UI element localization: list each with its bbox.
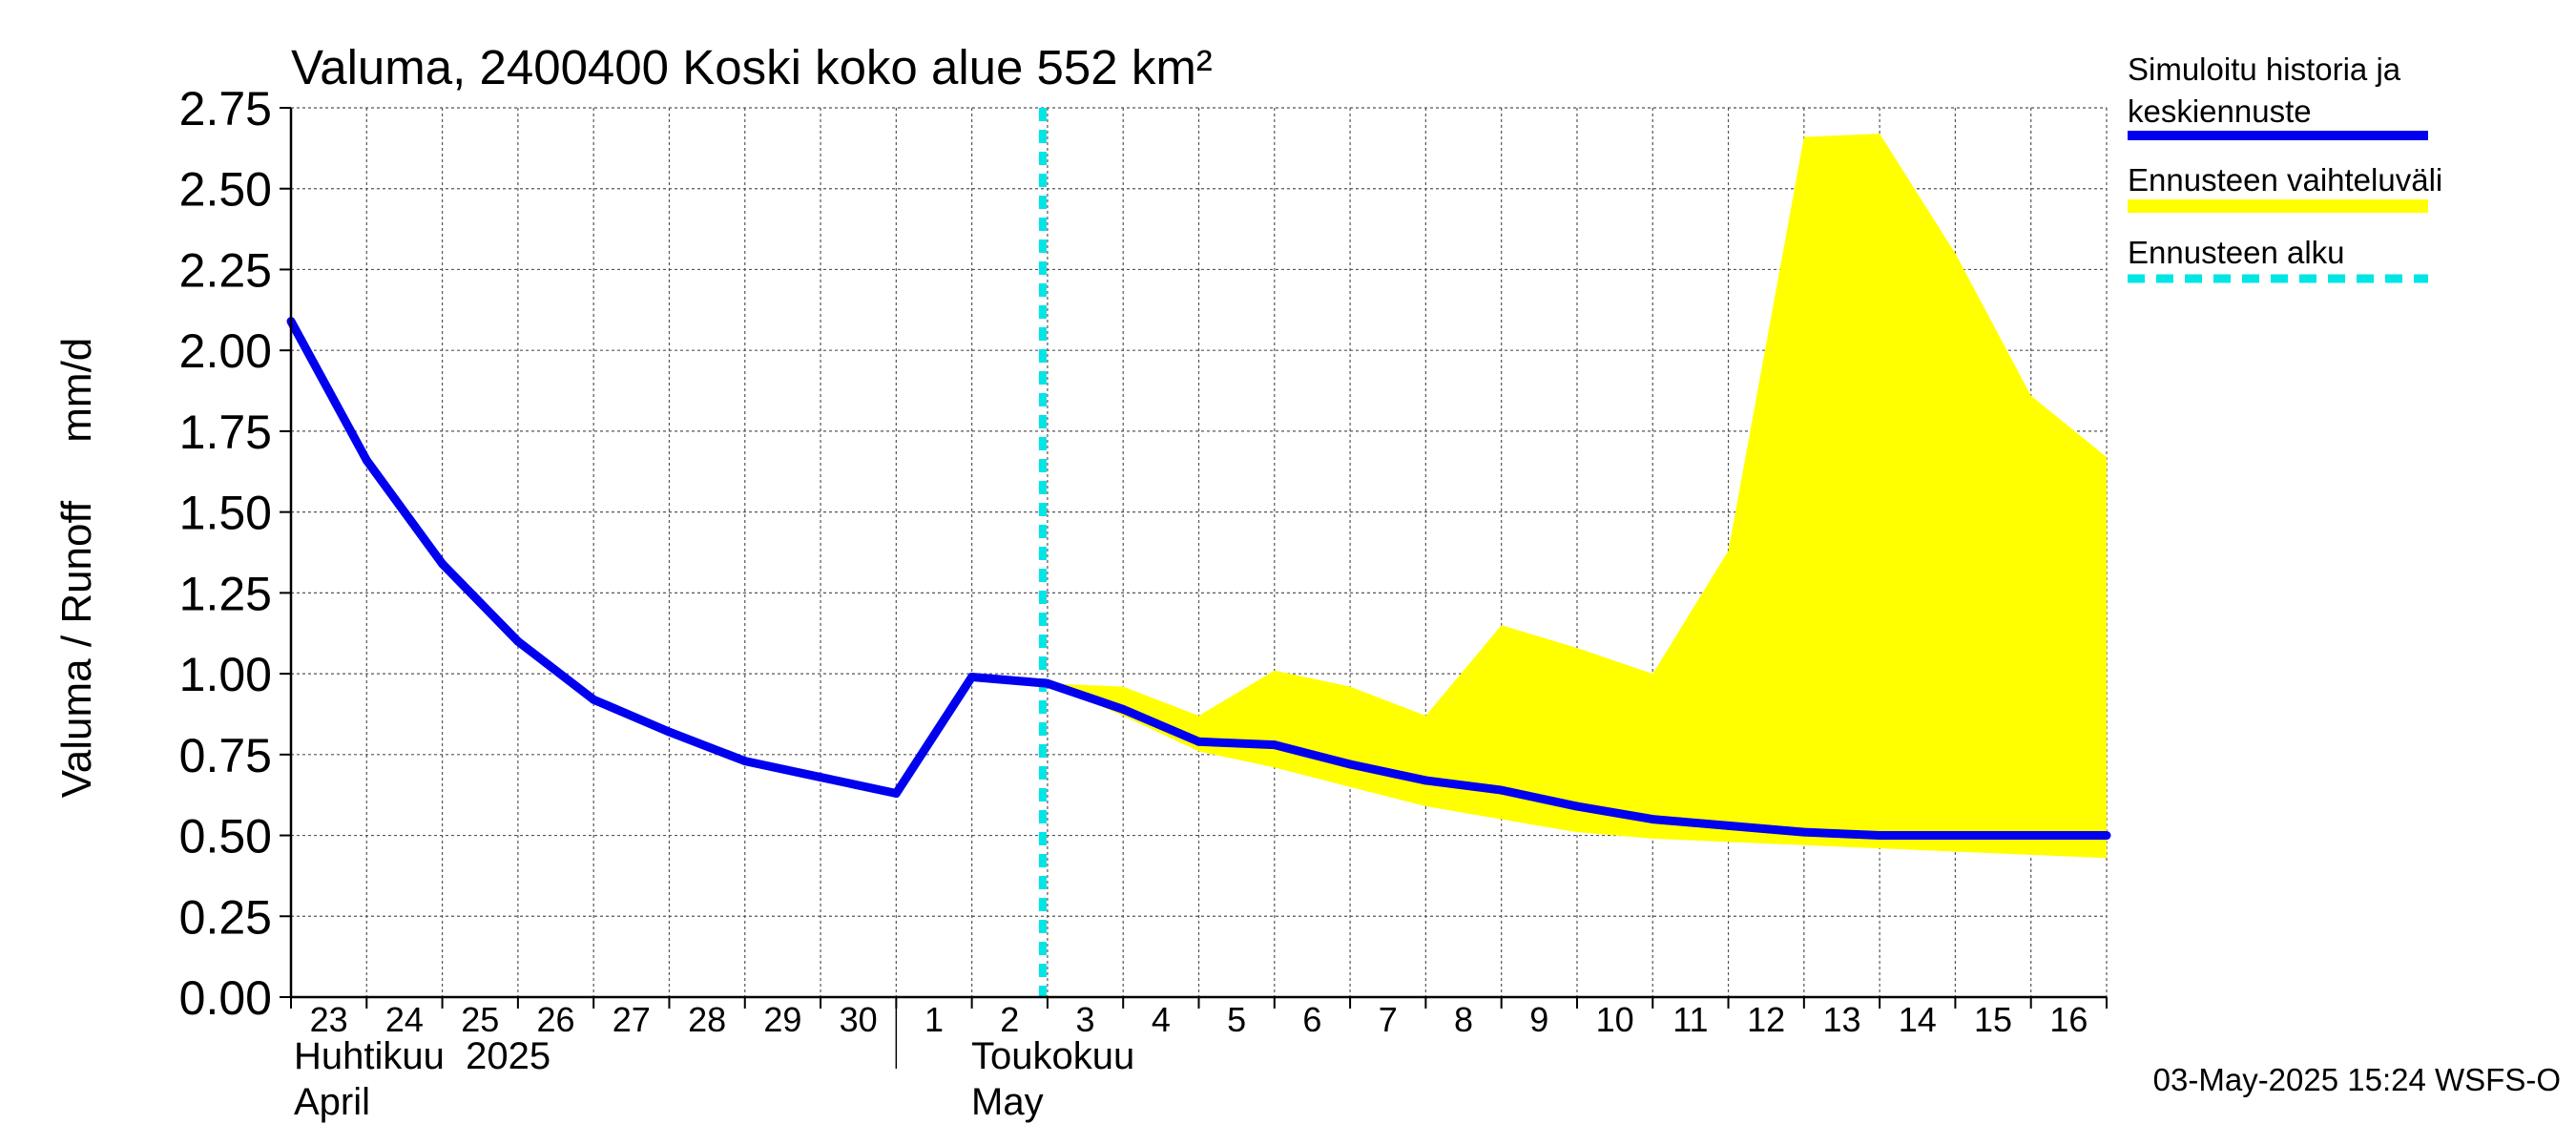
series-point xyxy=(1497,785,1506,795)
series-point xyxy=(362,455,371,465)
axes xyxy=(280,107,2108,1069)
y-tick-label: 2.50 xyxy=(179,163,272,217)
series-point xyxy=(1345,760,1355,769)
legend-label-mean-line2: keskiennuste xyxy=(2128,94,2312,129)
x-tick-label: 7 xyxy=(1379,1000,1398,1039)
x-tick-labels: 23 24 25 26 27 28 29 30 1 2 3 4 5 6 7 8 9 10 11 12 13 14 15 16 xyxy=(310,1000,2088,1039)
y-tick-label: 0.50 xyxy=(179,810,272,864)
legend-label-mean-line1: Simuloitu historia ja xyxy=(2128,52,2401,87)
series-point xyxy=(1421,776,1430,785)
x-tick-label: 28 xyxy=(688,1000,726,1039)
x-tick-label: 4 xyxy=(1152,1000,1171,1039)
series-line xyxy=(286,317,2111,841)
x-tick-label: 30 xyxy=(840,1000,878,1039)
series-point xyxy=(1875,831,1884,841)
x-tick-label: 27 xyxy=(613,1000,651,1039)
x-tick-label: 23 xyxy=(310,1000,348,1039)
series-point xyxy=(513,636,523,646)
y-tick-label: 1.75 xyxy=(179,406,272,459)
series-point xyxy=(816,773,825,782)
y-tick-label: 0.00 xyxy=(179,971,272,1025)
y-tick-label: 1.25 xyxy=(179,567,272,620)
series-point xyxy=(967,672,977,681)
x-tick-label: 11 xyxy=(1672,1000,1708,1039)
x-tick-label: 2 xyxy=(1000,1000,1019,1039)
x-tick-label: 1 xyxy=(924,1000,944,1039)
series-point xyxy=(438,559,447,569)
footer-timestamp: 03-May-2025 15:24 WSFS-O xyxy=(2153,1062,2561,1097)
x-tick-label: 8 xyxy=(1454,1000,1473,1039)
series-point xyxy=(1724,821,1734,830)
y-tick-label: 0.75 xyxy=(179,729,272,782)
x-tick-label: 26 xyxy=(536,1000,574,1039)
x-tick-label: 5 xyxy=(1227,1000,1246,1039)
series-point xyxy=(2102,831,2111,841)
legend-label-range: Ennusteen vaihteluväli xyxy=(2128,162,2442,198)
series-point xyxy=(664,727,674,737)
x-tick-label: 29 xyxy=(763,1000,801,1039)
y-tick-label: 1.50 xyxy=(179,487,272,540)
y-axis-label: Valuma / Runoff mm/d xyxy=(53,338,100,799)
x-tick-label: 13 xyxy=(1822,1000,1860,1039)
series-point xyxy=(1043,678,1052,688)
month-label-april-fi: Huhtikuu 2025 xyxy=(294,1035,551,1077)
y-tick-label: 0.25 xyxy=(179,890,272,944)
y-tick-label: 2.75 xyxy=(179,82,272,135)
y-tick-label: 2.25 xyxy=(179,243,272,297)
x-tick-label: 24 xyxy=(385,1000,424,1039)
month-label-may-fi: Toukokuu xyxy=(971,1035,1134,1077)
x-tick-label: 12 xyxy=(1747,1000,1785,1039)
legend: Simuloitu historia ja keskiennuste Ennus… xyxy=(2128,52,2442,283)
month-label-may-en: May xyxy=(971,1081,1044,1123)
x-tick-label: 10 xyxy=(1596,1000,1634,1039)
month-labels: Huhtikuu 2025 April Toukokuu May xyxy=(294,1035,1134,1123)
x-tick-label: 3 xyxy=(1076,1000,1095,1039)
y-tick-labels: 0.00 0.25 0.50 0.75 1.00 1.25 1.50 1.75 2.00 2.25… xyxy=(179,82,272,1025)
x-tick-label: 15 xyxy=(1974,1000,2012,1039)
legend-label-forecast-start: Ennusteen alku xyxy=(2128,235,2345,270)
series-point xyxy=(1799,827,1809,837)
series-point xyxy=(1950,831,1960,841)
chart-title: Valuma, 2400400 Koski koko alue 552 km² xyxy=(291,40,1213,94)
y-tick-label: 2.00 xyxy=(179,324,272,378)
forecast-range-area xyxy=(1047,134,2107,859)
month-label-april-en: April xyxy=(294,1081,370,1123)
series-point xyxy=(1648,815,1657,824)
series-point xyxy=(1118,704,1128,714)
series-point xyxy=(1195,737,1203,746)
series-point xyxy=(740,757,750,766)
series-point xyxy=(1572,802,1582,811)
x-tick-label: 25 xyxy=(461,1000,499,1039)
x-tick-label: 6 xyxy=(1302,1000,1321,1039)
y-tick-label: 1.00 xyxy=(179,648,272,701)
series-point xyxy=(1270,740,1279,750)
x-tick-label: 9 xyxy=(1529,1000,1548,1039)
series-point xyxy=(891,788,901,798)
x-tick-label: 14 xyxy=(1899,1000,1937,1039)
forecast-range-band xyxy=(1047,134,2107,859)
series-point xyxy=(2026,831,2036,841)
series-point xyxy=(589,695,598,704)
x-tick-label: 16 xyxy=(2049,1000,2088,1039)
